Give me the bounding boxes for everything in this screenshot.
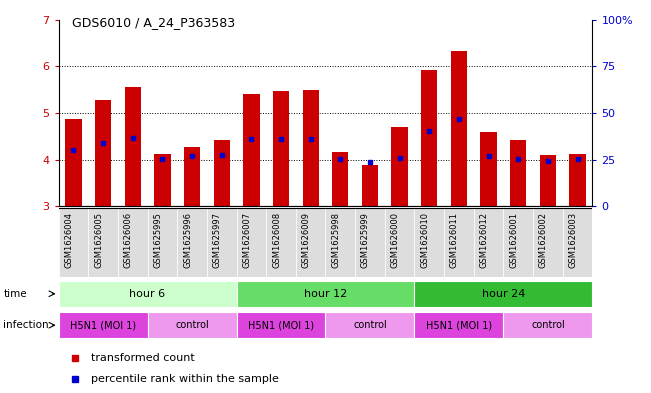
FancyBboxPatch shape (266, 208, 296, 277)
FancyBboxPatch shape (385, 208, 415, 277)
Text: GSM1626011: GSM1626011 (450, 212, 459, 268)
FancyBboxPatch shape (177, 208, 207, 277)
FancyBboxPatch shape (148, 208, 177, 277)
Text: GSM1626008: GSM1626008 (272, 212, 281, 268)
Bar (570, 154, 586, 206)
Text: GSM1626009: GSM1626009 (301, 212, 311, 268)
FancyBboxPatch shape (59, 312, 148, 338)
FancyBboxPatch shape (533, 208, 562, 277)
Text: GSM1626007: GSM1626007 (242, 212, 251, 268)
Bar (332, 152, 348, 206)
FancyBboxPatch shape (89, 208, 118, 277)
Bar (303, 90, 319, 206)
Bar (450, 51, 467, 206)
Text: H5N1 (MOI 1): H5N1 (MOI 1) (248, 320, 314, 330)
FancyBboxPatch shape (415, 312, 503, 338)
Bar (154, 154, 171, 206)
Text: hour 24: hour 24 (482, 289, 525, 299)
Bar (362, 165, 378, 206)
Bar (184, 147, 201, 206)
Text: control: control (531, 320, 565, 330)
FancyBboxPatch shape (326, 312, 415, 338)
FancyBboxPatch shape (148, 312, 236, 338)
Bar (540, 155, 556, 206)
Text: infection: infection (3, 320, 49, 331)
Bar (95, 100, 111, 206)
FancyBboxPatch shape (236, 208, 266, 277)
FancyBboxPatch shape (503, 312, 592, 338)
Text: GSM1625995: GSM1625995 (154, 212, 162, 268)
Text: H5N1 (MOI 1): H5N1 (MOI 1) (70, 320, 136, 330)
Text: H5N1 (MOI 1): H5N1 (MOI 1) (426, 320, 492, 330)
Text: transformed count: transformed count (90, 353, 195, 363)
Text: GSM1626003: GSM1626003 (568, 212, 577, 268)
FancyBboxPatch shape (474, 208, 503, 277)
Bar (273, 91, 289, 206)
Bar (510, 140, 527, 206)
FancyBboxPatch shape (415, 281, 592, 307)
Text: GSM1625997: GSM1625997 (213, 212, 222, 268)
Text: GSM1626002: GSM1626002 (539, 212, 548, 268)
Text: time: time (3, 289, 27, 299)
Text: GSM1626010: GSM1626010 (421, 212, 429, 268)
Bar (65, 119, 81, 206)
FancyBboxPatch shape (562, 208, 592, 277)
FancyBboxPatch shape (59, 208, 89, 277)
FancyBboxPatch shape (207, 208, 236, 277)
Text: GSM1626005: GSM1626005 (94, 212, 103, 268)
Text: GDS6010 / A_24_P363583: GDS6010 / A_24_P363583 (72, 16, 235, 29)
Text: hour 6: hour 6 (130, 289, 165, 299)
Text: GSM1625999: GSM1625999 (361, 212, 370, 268)
FancyBboxPatch shape (326, 208, 355, 277)
Text: hour 12: hour 12 (304, 289, 347, 299)
Bar (214, 140, 230, 206)
FancyBboxPatch shape (236, 281, 415, 307)
Text: control: control (175, 320, 209, 330)
Text: GSM1626012: GSM1626012 (480, 212, 489, 268)
FancyBboxPatch shape (118, 208, 148, 277)
Bar (480, 132, 497, 206)
FancyBboxPatch shape (355, 208, 385, 277)
Bar (391, 127, 408, 206)
FancyBboxPatch shape (59, 281, 236, 307)
FancyBboxPatch shape (503, 208, 533, 277)
FancyBboxPatch shape (444, 208, 474, 277)
FancyBboxPatch shape (415, 208, 444, 277)
Text: control: control (353, 320, 387, 330)
FancyBboxPatch shape (236, 312, 326, 338)
Text: percentile rank within the sample: percentile rank within the sample (90, 374, 279, 384)
Text: GSM1626001: GSM1626001 (509, 212, 518, 268)
Bar (124, 87, 141, 206)
Bar (243, 94, 260, 206)
Text: GSM1626000: GSM1626000 (391, 212, 400, 268)
Text: GSM1626004: GSM1626004 (64, 212, 74, 268)
Text: GSM1625998: GSM1625998 (331, 212, 340, 268)
Bar (421, 70, 437, 206)
Text: GSM1626006: GSM1626006 (124, 212, 133, 268)
FancyBboxPatch shape (296, 208, 326, 277)
Text: GSM1625996: GSM1625996 (183, 212, 192, 268)
